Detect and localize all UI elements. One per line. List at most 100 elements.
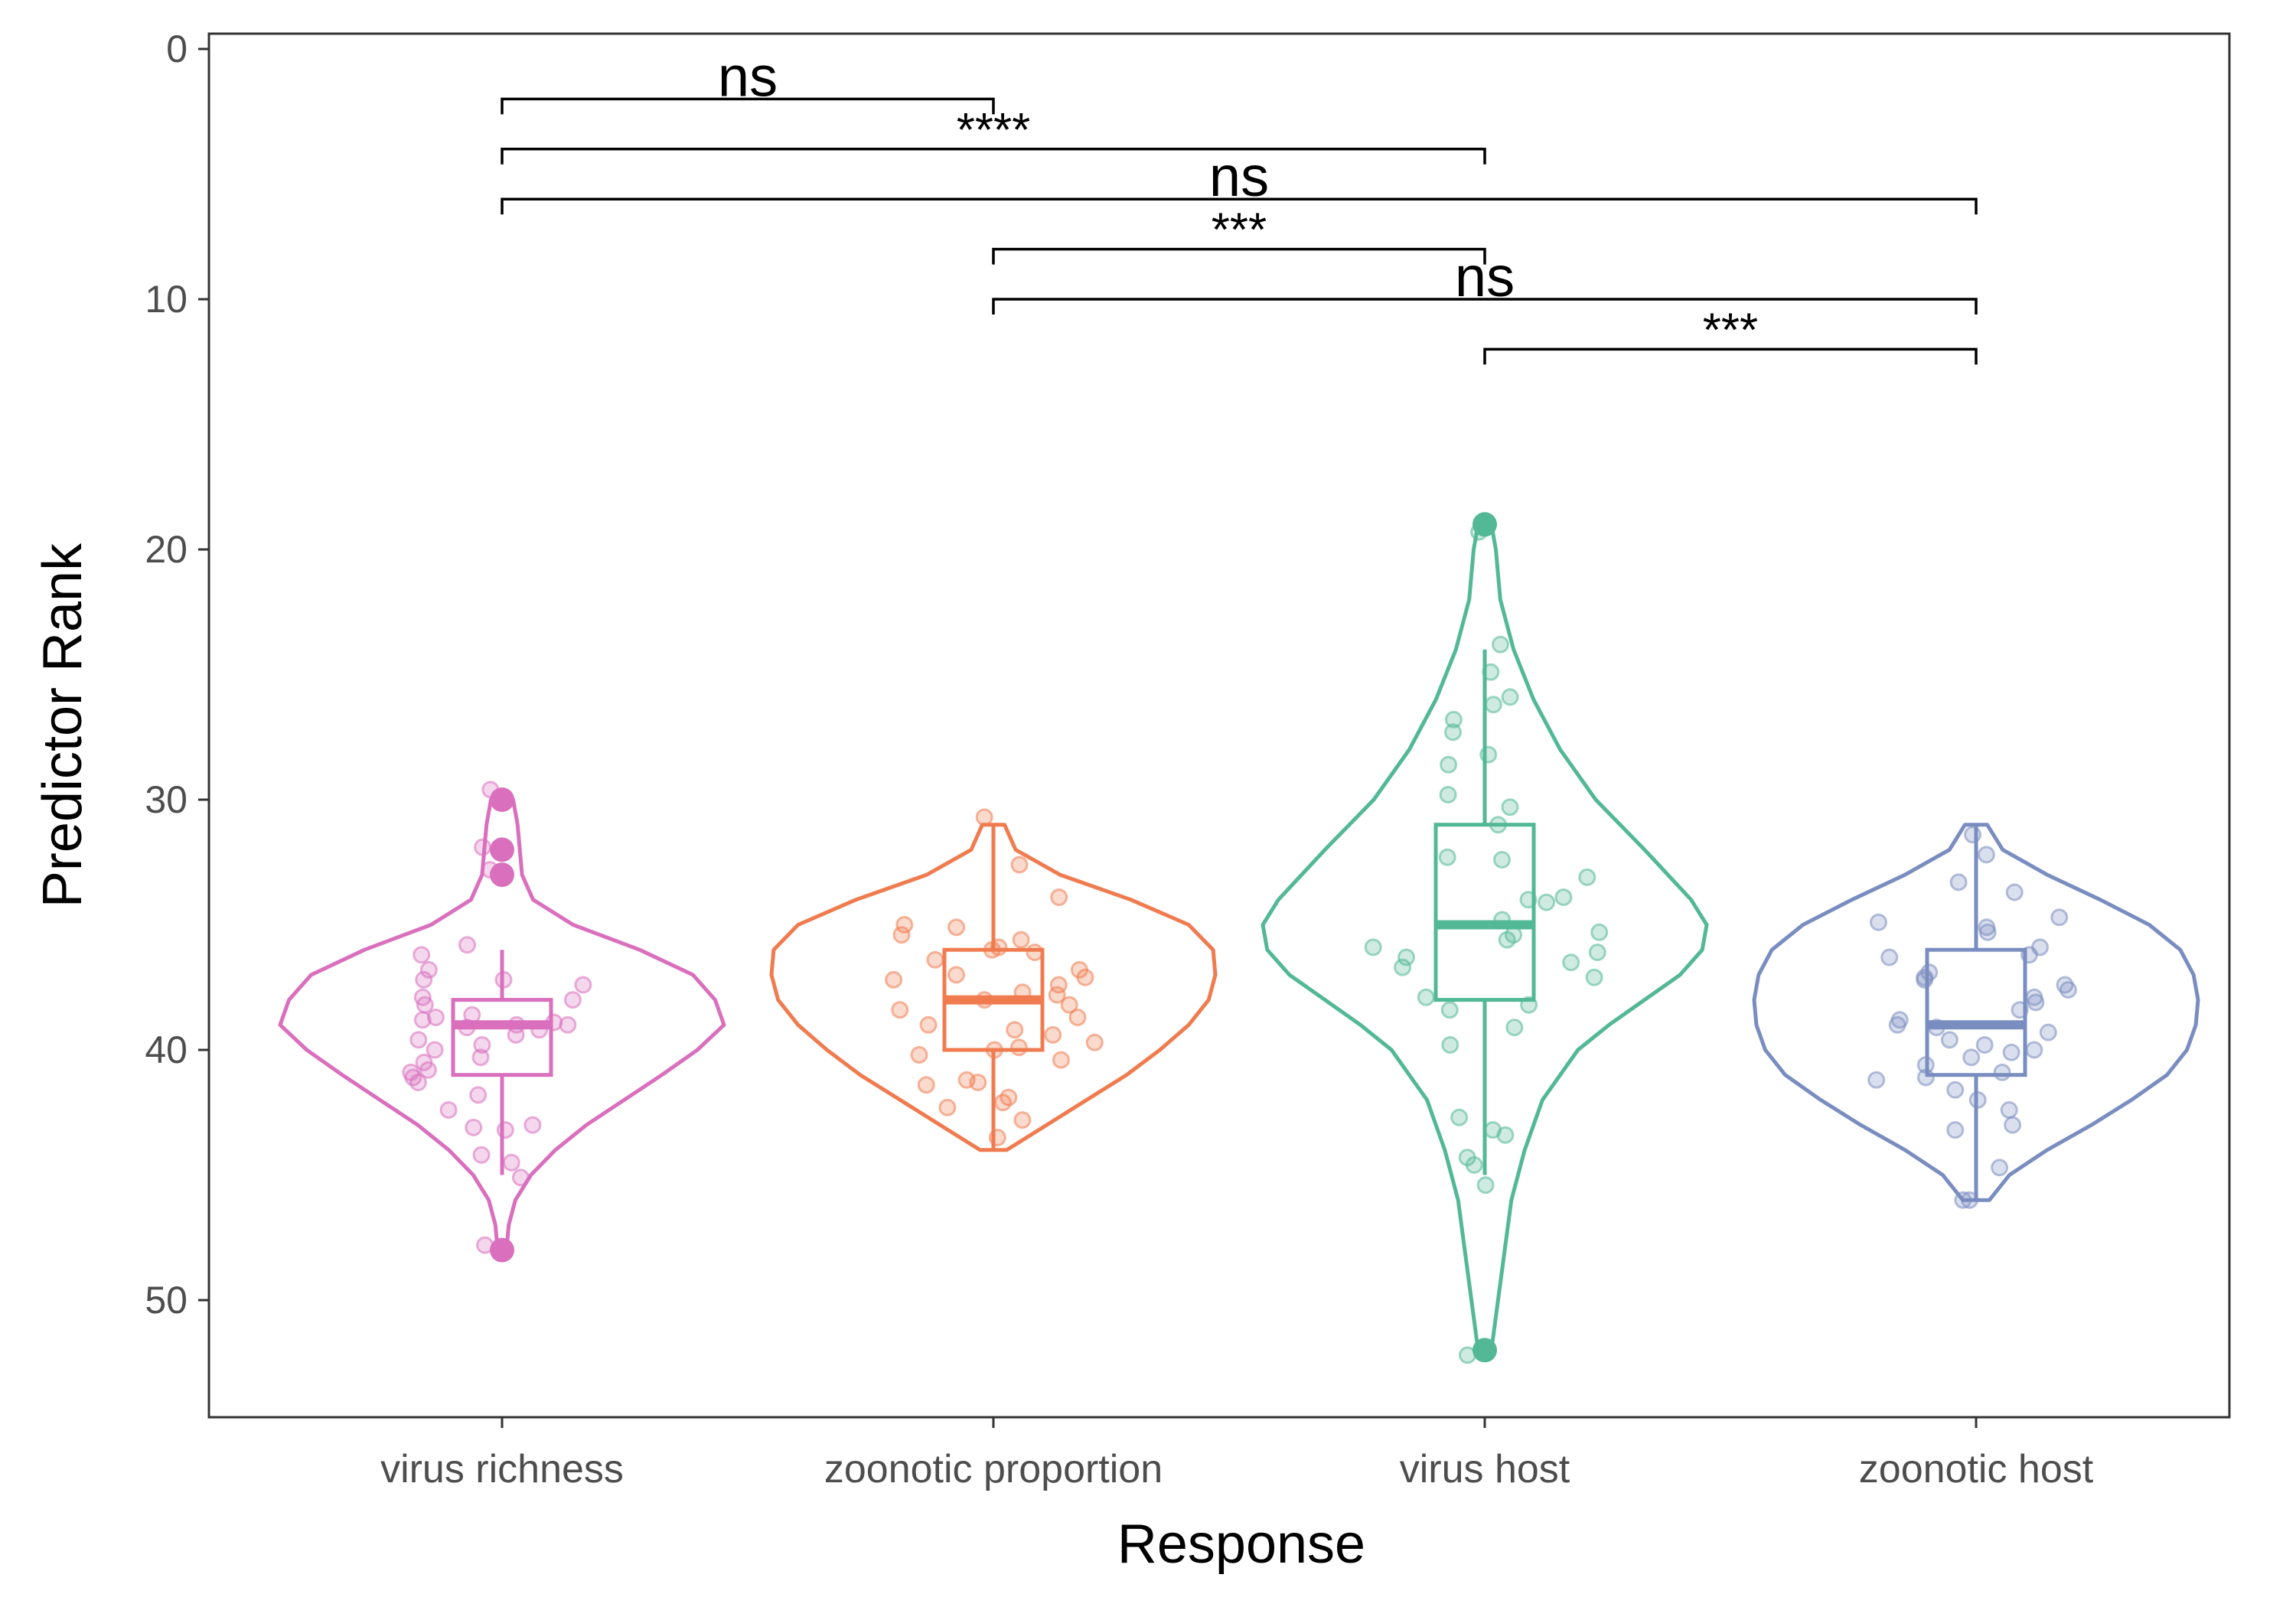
box-2 [1433, 823, 1536, 1002]
data-point-2-4 [1484, 696, 1502, 714]
data-point-2-17 [1538, 893, 1556, 911]
data-point-2-38 [1476, 1176, 1495, 1195]
outlier-2-1 [1473, 1338, 1497, 1363]
bracket-1 [501, 148, 1486, 165]
data-point-3-13 [1916, 970, 1934, 989]
data-point-3-25 [2025, 1041, 2043, 1059]
data-point-3-27 [1962, 1048, 1981, 1067]
y-axis-title: Predictor Rank [32, 543, 93, 908]
data-point-0-6 [415, 970, 433, 989]
plot-panel-border [207, 32, 2231, 1419]
data-point-3-24 [1975, 1036, 1994, 1054]
data-point-0-10 [563, 991, 582, 1009]
data-point-0-5 [419, 960, 438, 979]
x-axis: virus richness zoonotic proportion virus h… [380, 1417, 2094, 1491]
y-tick-label-1: 10 [145, 278, 188, 321]
data-point-1-36 [1013, 1111, 1032, 1129]
bracket-3 [992, 247, 1486, 265]
data-point-0-26 [419, 1061, 437, 1079]
outlier-2-0 [1473, 512, 1497, 537]
data-point-1-3 [895, 916, 914, 934]
outlier-0-2 [490, 862, 514, 888]
data-point-1-26 [1009, 1038, 1028, 1057]
box-3 [1925, 947, 2027, 1077]
data-point-1-22 [919, 1015, 938, 1034]
bracket-label-4: ns [1455, 245, 1515, 308]
data-point-3-0 [1964, 826, 1982, 844]
data-point-1-32 [917, 1076, 935, 1094]
data-point-2-27 [1585, 968, 1603, 986]
data-point-3-20 [1888, 1015, 1906, 1034]
data-point-1-6 [1012, 931, 1030, 949]
data-point-3-26 [2002, 1043, 2020, 1061]
data-point-1-12 [947, 966, 965, 984]
data-point-3-36 [1946, 1121, 1965, 1139]
data-point-3-4 [2050, 908, 2069, 927]
data-point-3-22 [2039, 1023, 2057, 1041]
data-point-2-37 [1465, 1156, 1483, 1174]
data-point-1-23 [1006, 1021, 1024, 1039]
bracket-label-5: *** [1703, 304, 1758, 357]
data-point-3-5 [1870, 913, 1887, 931]
data-point-1-4 [947, 918, 966, 937]
data-point-1-5 [892, 926, 911, 944]
data-point-3-32 [1946, 1081, 1965, 1099]
data-point-0-32 [523, 1116, 542, 1134]
data-point-2-8 [1440, 755, 1458, 774]
bracket-5 [1483, 347, 1978, 365]
data-point-2-6 [1444, 723, 1462, 742]
outlier-0-0 [490, 787, 514, 812]
data-point-3-7 [1978, 923, 1997, 941]
data-point-2-5 [1444, 710, 1463, 729]
data-point-3-17 [2027, 993, 2045, 1012]
data-point-0-34 [496, 1121, 514, 1139]
data-point-2-10 [1501, 798, 1519, 817]
outlier-0-3 [490, 1237, 514, 1263]
x-tick-label-3: zoonotic host [1859, 1447, 2094, 1491]
boxplots-layer [451, 649, 2027, 1201]
bracket-0 [501, 97, 995, 115]
data-point-2-25 [1562, 953, 1580, 972]
data-point-2-19 [1590, 923, 1609, 941]
data-point-2-22 [1364, 938, 1382, 957]
data-point-0-35 [472, 1146, 491, 1164]
data-point-1-29 [1052, 1051, 1070, 1069]
data-point-2-12 [1438, 848, 1456, 866]
data-point-2-9 [1439, 786, 1457, 804]
data-point-2-35 [1496, 1126, 1515, 1144]
significance-brackets-layer: ns****ns***ns*** [501, 44, 1978, 365]
x-axis-title: Response [1117, 1514, 1365, 1575]
data-point-0-11 [416, 996, 434, 1014]
data-point-3-2 [1949, 873, 1968, 892]
data-point-2-24 [1397, 948, 1415, 966]
data-point-2-28 [1417, 988, 1435, 1006]
data-point-3-31 [1867, 1071, 1886, 1089]
outliers-layer [490, 512, 1497, 1363]
y-axis: 0 10 20 30 40 50 [145, 28, 209, 1322]
data-point-0-36 [502, 1153, 520, 1172]
bracket-label-0: ns [718, 44, 778, 108]
bracket-label-2: ns [1209, 145, 1269, 208]
data-point-1-24 [1044, 1025, 1062, 1044]
data-point-0-29 [409, 1074, 427, 1091]
data-point-1-0 [975, 808, 993, 826]
data-point-2-23 [1588, 944, 1606, 961]
data-point-1-35 [938, 1098, 957, 1116]
data-point-1-17 [1048, 986, 1066, 1004]
violin-3 [1752, 823, 2200, 1202]
outlier-0-1 [490, 837, 514, 862]
box-0 [451, 998, 553, 1077]
data-point-3-3 [2005, 883, 2024, 901]
y-tick-label-5: 50 [145, 1279, 188, 1322]
data-point-2-14 [1578, 868, 1596, 886]
bracket-2 [501, 197, 1978, 215]
data-point-0-22 [473, 1036, 491, 1054]
data-point-1-21 [1068, 1009, 1087, 1026]
data-point-2-1 [1492, 635, 1509, 654]
data-point-2-21 [1498, 931, 1516, 949]
data-point-0-3 [458, 936, 476, 954]
data-point-2-31 [1505, 1019, 1524, 1037]
data-point-0-31 [439, 1101, 458, 1119]
